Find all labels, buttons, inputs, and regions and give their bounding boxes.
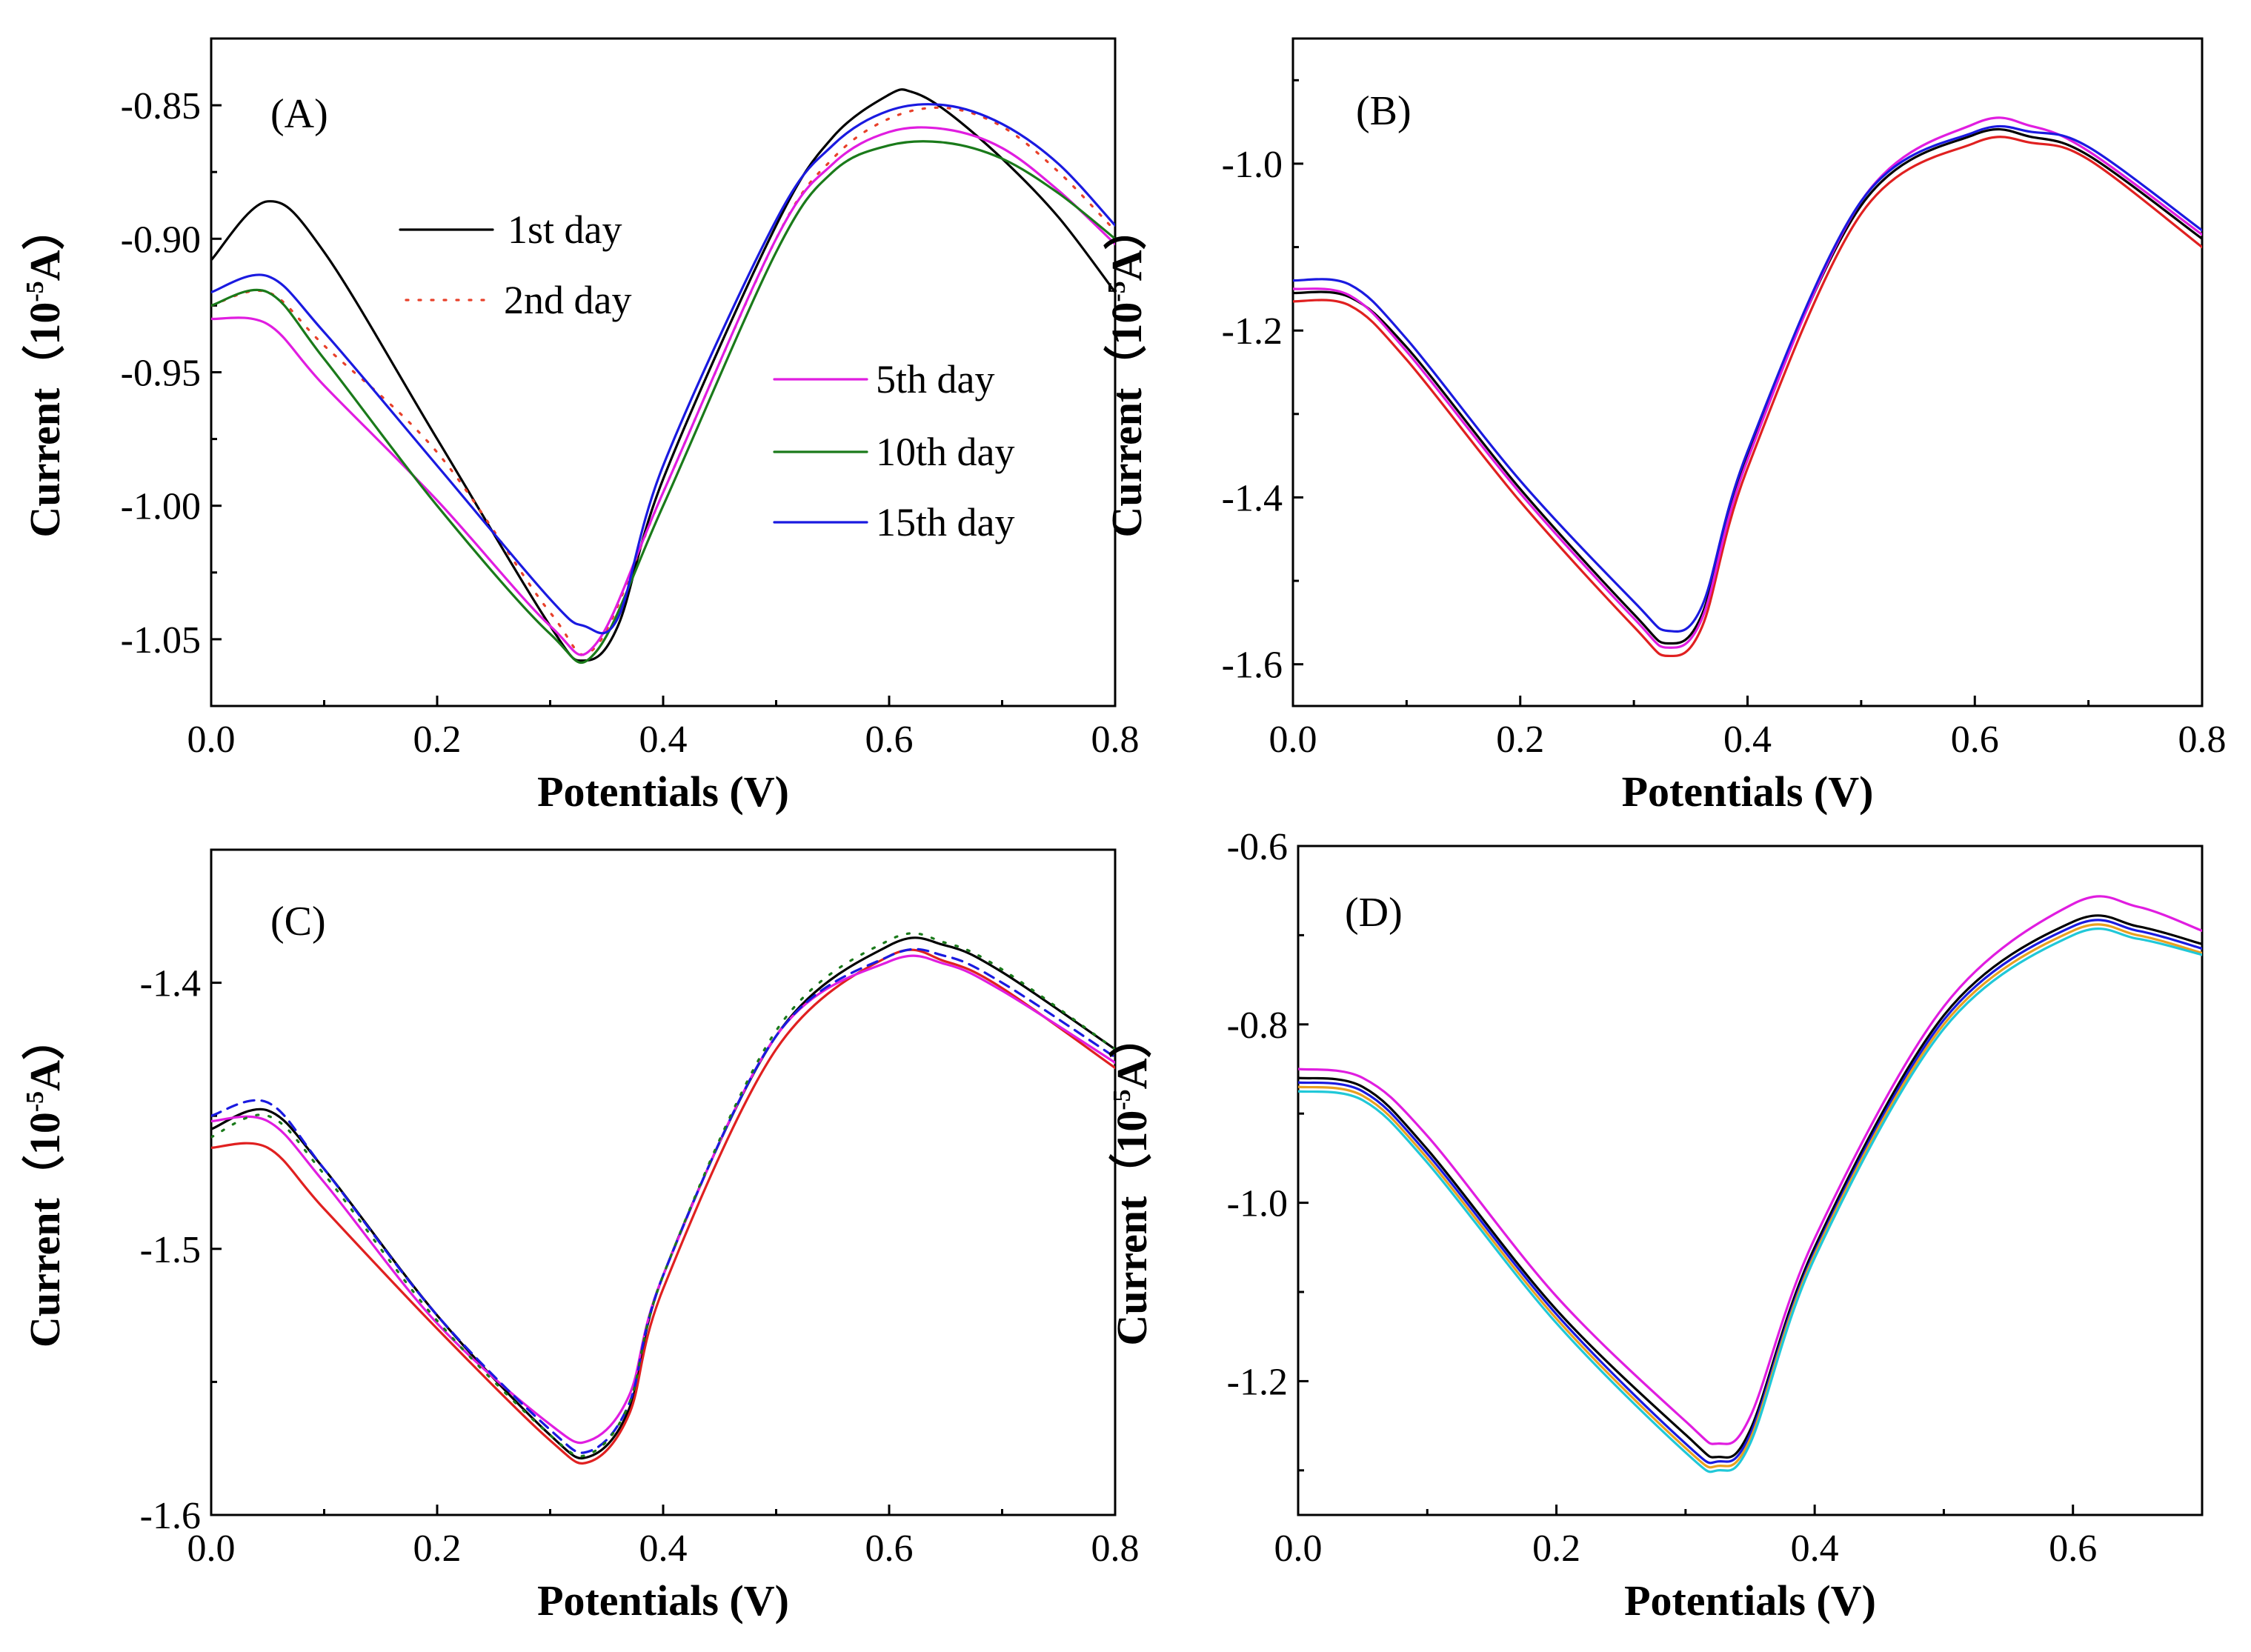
series-line-c-4 bbox=[211, 947, 1115, 1454]
legend-label: 10th day bbox=[876, 430, 1014, 474]
y-tick-label-d: -1.2 bbox=[1227, 1361, 1288, 1403]
series-line-d-2 bbox=[1298, 895, 2202, 1445]
x-axis-title-d: Potentials (V) bbox=[1624, 1576, 1876, 1625]
y-axis-title-unit: A） bbox=[1103, 207, 1151, 281]
series-line-a-3 bbox=[211, 126, 1115, 656]
y-tick-label-b: -1.6 bbox=[1222, 645, 1283, 687]
x-axis-title-a: Potentials (V) bbox=[537, 767, 789, 816]
y-axis-title-base: Current（10 bbox=[1103, 302, 1151, 538]
y-axis-title-exponent: -5 bbox=[21, 281, 49, 302]
plot-frame-c bbox=[210, 848, 1117, 1516]
series-line-a-5 bbox=[211, 103, 1115, 635]
series-line-b-3 bbox=[1293, 116, 2202, 649]
y-tick-label-b: -1.4 bbox=[1222, 477, 1283, 519]
series-line-b-4 bbox=[1293, 124, 2202, 633]
y-tick-label-c: -1.6 bbox=[140, 1495, 201, 1537]
x-tick-label-d: 0.0 bbox=[1274, 1528, 1323, 1570]
series-line-c-2 bbox=[211, 948, 1115, 1465]
x-tick-label-a: 0.6 bbox=[865, 719, 914, 761]
y-axis-title-b: Current（10-5A） bbox=[1103, 207, 1151, 537]
panel-c: 0.0 0.2 0.4 0.6 0.8 -1.6 -1.5 -1.4 Potentials (V… bbox=[21, 848, 1140, 1625]
y-axis-title-base: Current（10 bbox=[1108, 1110, 1156, 1346]
x-tick-label-a: 0.2 bbox=[413, 719, 462, 761]
y-tick-label-a: -0.85 bbox=[121, 85, 201, 127]
y-axis-title-base: Current（10 bbox=[21, 302, 69, 538]
x-axis-title-b: Potentials (V) bbox=[1622, 767, 1874, 816]
y-tick-label-c: -1.5 bbox=[140, 1229, 201, 1271]
x-tick-label-c: 0.0 bbox=[187, 1528, 236, 1570]
y-axis-title-unit: A） bbox=[1108, 1015, 1156, 1089]
legend-label: 15th day bbox=[876, 500, 1014, 544]
y-tick-label-a: -0.90 bbox=[121, 219, 201, 261]
y-tick-label-c: -1.4 bbox=[140, 963, 201, 1005]
panel-label-d: (D) bbox=[1345, 890, 1403, 936]
x-tick-label-b: 0.4 bbox=[1723, 719, 1772, 761]
plot-frame-d bbox=[1297, 845, 2204, 1516]
y-axis-title-unit: A） bbox=[21, 1017, 69, 1091]
y-tick-label-a: -1.00 bbox=[121, 486, 201, 528]
y-tick-label-d: -0.6 bbox=[1227, 826, 1288, 868]
series-line-d-1 bbox=[1298, 914, 2202, 1459]
x-tick-label-b: 0.6 bbox=[1951, 719, 1999, 761]
x-tick-label-c: 0.8 bbox=[1091, 1528, 1140, 1570]
x-tick-label-d: 0.6 bbox=[2049, 1528, 2097, 1570]
y-axis-title-exponent: -5 bbox=[1103, 281, 1131, 302]
series-group-c bbox=[211, 932, 1115, 1465]
x-tick-label-d: 0.2 bbox=[1532, 1528, 1580, 1570]
panel-b: 0.0 0.2 0.4 0.6 0.8 -1.6 -1.4 -1.2 -1.0 Potential… bbox=[1103, 37, 2227, 816]
y-tick-label-d: -0.8 bbox=[1227, 1005, 1288, 1047]
panel-label-b: (B) bbox=[1356, 88, 1412, 134]
x-axis-title-c: Potentials (V) bbox=[537, 1576, 789, 1625]
y-axis-title-c: Current（10-5A） bbox=[21, 1017, 69, 1348]
x-tick-label-b: 0.2 bbox=[1496, 719, 1544, 761]
series-line-d-4 bbox=[1298, 923, 2202, 1469]
legend-label: 2nd day bbox=[504, 278, 631, 322]
x-tick-label-b: 0.8 bbox=[2178, 719, 2227, 761]
series-line-d-5 bbox=[1298, 927, 2202, 1473]
legend-label: 5th day bbox=[876, 357, 994, 402]
x-tick-label-a: 0.4 bbox=[639, 719, 688, 761]
y-tick-label-a: -0.95 bbox=[121, 353, 201, 395]
panel-label-c: (C) bbox=[270, 899, 326, 945]
panel-a: 0.0 0.2 0.4 0.6 0.8 -1.05 -1.00 -0.95 -0.90 -0.85… bbox=[21, 37, 1140, 816]
y-tick-label-a: -1.05 bbox=[121, 619, 201, 662]
x-tick-label-c: 0.6 bbox=[865, 1528, 914, 1570]
series-line-b-2 bbox=[1293, 136, 2202, 658]
panel-label-a: (A) bbox=[270, 91, 328, 137]
panel-d: 0.0 0.2 0.4 0.6 -1.2 -1.0 -0.8 -0.6 Potentials (… bbox=[1108, 826, 2204, 1625]
series-line-c-3 bbox=[211, 954, 1115, 1445]
x-tick-label-c: 0.4 bbox=[639, 1528, 688, 1570]
series-line-c-5 bbox=[211, 932, 1115, 1458]
y-axis-title-exponent: -5 bbox=[21, 1091, 49, 1112]
series-group-b bbox=[1293, 116, 2202, 658]
y-tick-label-b: -1.2 bbox=[1222, 310, 1283, 353]
series-group-d bbox=[1298, 895, 2202, 1473]
series-line-a-1 bbox=[211, 88, 1115, 662]
y-axis-title-unit: A） bbox=[21, 207, 69, 281]
x-tick-label-b: 0.0 bbox=[1269, 719, 1317, 761]
legend-label: 1st day bbox=[508, 207, 622, 252]
y-axis-title-base: Current（10 bbox=[21, 1112, 69, 1348]
y-tick-label-d: -1.0 bbox=[1227, 1183, 1288, 1225]
y-axis-title-d: Current（10-5A） bbox=[1108, 1015, 1156, 1345]
series-group-a bbox=[211, 88, 1115, 665]
y-axis-title-a: Current（10-5A） bbox=[21, 207, 69, 537]
x-tick-label-c: 0.2 bbox=[413, 1528, 462, 1570]
y-axis-title-exponent: -5 bbox=[1108, 1089, 1136, 1110]
x-tick-label-d: 0.4 bbox=[1791, 1528, 1839, 1570]
y-tick-label-b: -1.0 bbox=[1222, 144, 1283, 186]
x-tick-label-a: 0.0 bbox=[187, 719, 236, 761]
legend: 1st day 2nd day 5th day 10th day 15th day bbox=[399, 207, 1014, 544]
series-line-a-4 bbox=[211, 140, 1115, 665]
x-tick-label-a: 0.8 bbox=[1091, 719, 1140, 761]
series-line-d-3 bbox=[1298, 919, 2202, 1465]
